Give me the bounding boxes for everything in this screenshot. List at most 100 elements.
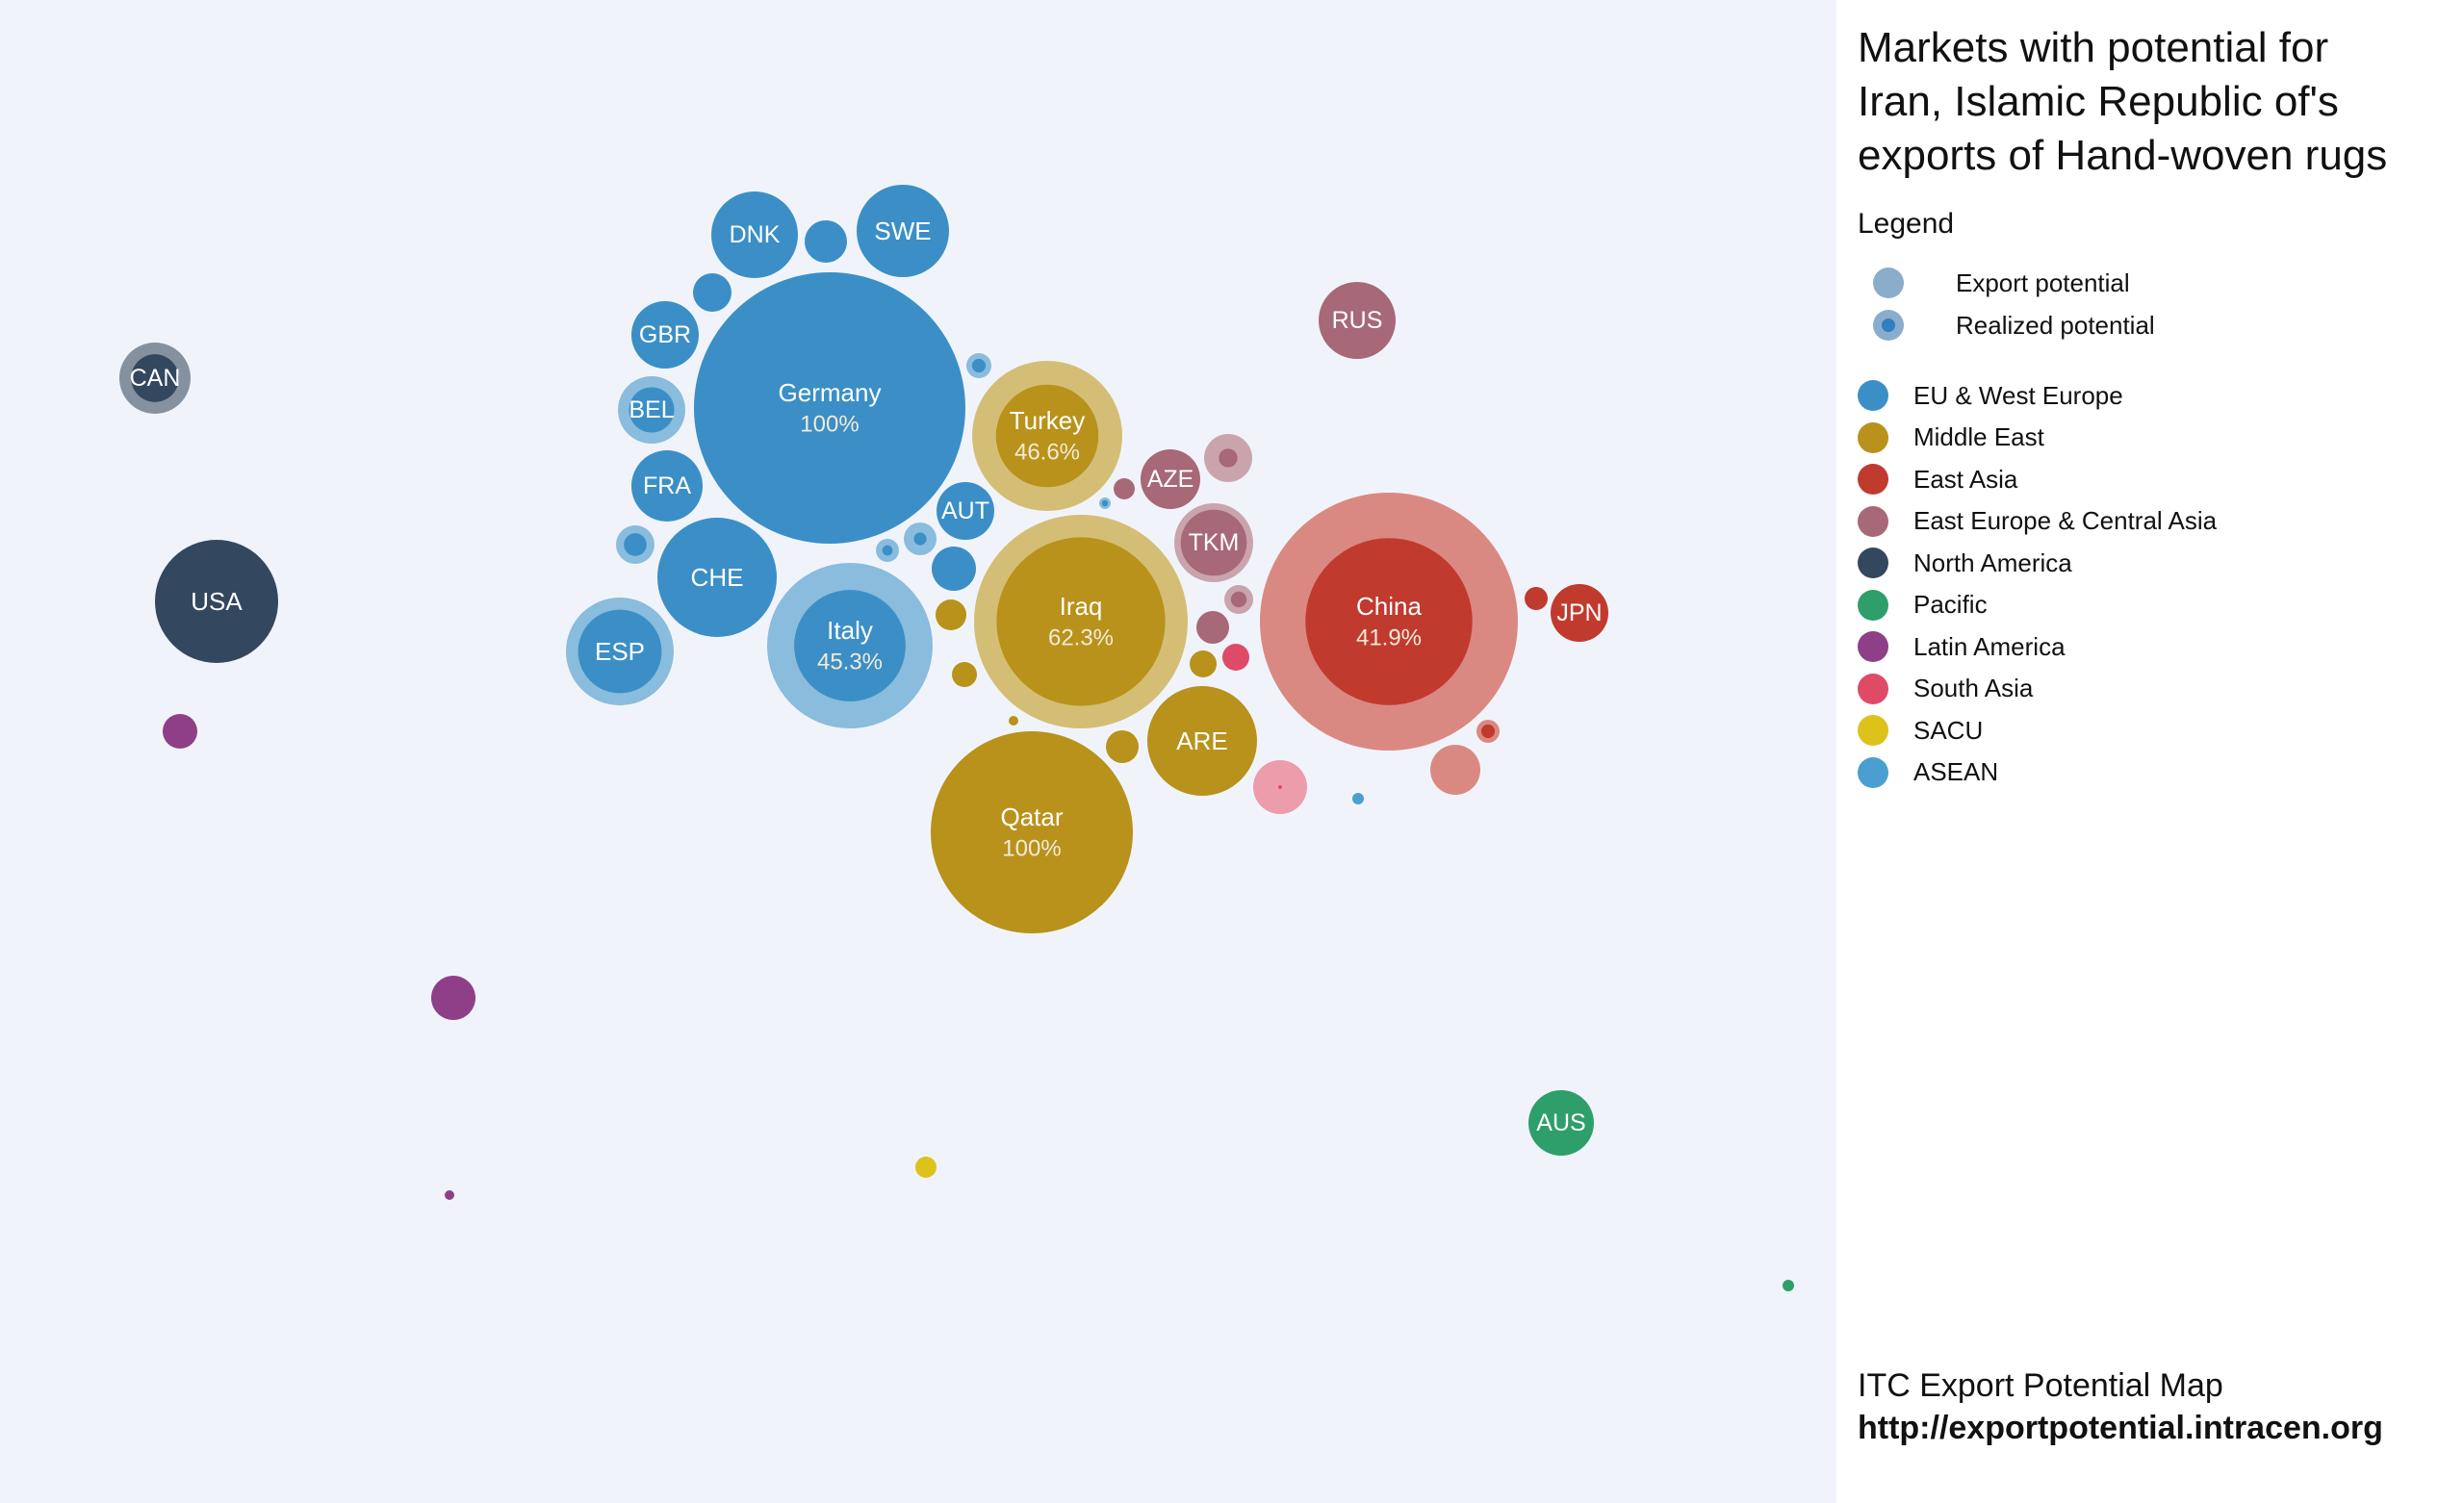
legend-item-east-asia: East Asia	[1858, 460, 2017, 498]
bubble-label-aus: AUS	[1536, 1109, 1585, 1136]
legend-item-realized-potential: Realized potential	[1858, 306, 2155, 344]
legend-sidebar: Markets with potential for Iran, Islamic…	[1836, 0, 2464, 1503]
bubble-market-9[interactable]	[936, 599, 966, 630]
legend-item-east-europe-central-asia: East Europe & Central Asia	[1858, 502, 2217, 541]
bubble-aze[interactable]	[1141, 449, 1200, 509]
bubble-label-china: China	[1356, 592, 1422, 621]
legend-label: South Asia	[1913, 674, 2034, 702]
bubble-germany[interactable]	[694, 272, 965, 544]
bubble-are[interactable]	[1147, 686, 1257, 796]
bubble-label-iraq: Iraq	[1060, 592, 1103, 621]
bubble-market-0[interactable]	[805, 220, 847, 263]
bubble-pct-qatar: 100%	[1002, 836, 1061, 862]
legend-item-north-america: North America	[1858, 544, 2072, 582]
bubble-market-21[interactable]	[1222, 644, 1249, 671]
bubble-market-15-realized[interactable]	[1219, 448, 1238, 468]
bubble-market-8[interactable]	[1352, 793, 1364, 804]
bubble-bel-realized[interactable]	[629, 387, 675, 433]
bubble-label-germany: Germany	[779, 378, 882, 407]
legend-label: Middle East	[1913, 422, 2044, 451]
legend-swatch	[1858, 464, 1888, 495]
legend-label: North America	[1913, 548, 2072, 577]
bubble-china-realized[interactable]	[1305, 538, 1473, 705]
legend-swatch-dot	[1882, 318, 1895, 332]
legend-swatch	[1858, 505, 1888, 537]
bubble-market-12[interactable]	[1106, 730, 1139, 763]
bubble-market-16-realized[interactable]	[1230, 591, 1247, 608]
bubble-aut[interactable]	[937, 482, 994, 540]
bubble-che[interactable]	[657, 518, 777, 637]
bubble-market-19-realized[interactable]	[1480, 724, 1496, 739]
bubble-market-1[interactable]	[693, 273, 732, 312]
legend-label: Export potential	[1956, 267, 2130, 297]
bubble-market-3-realized[interactable]	[624, 533, 647, 556]
bubble-jpn[interactable]	[1551, 584, 1608, 642]
bubble-label-rus: RUS	[1332, 307, 1383, 334]
bubble-can-realized[interactable]	[131, 354, 179, 402]
legend-label: East Europe & Central Asia	[1913, 506, 2218, 535]
legend-swatch	[1858, 715, 1888, 746]
legend-swatch	[1858, 756, 1888, 788]
bubble-usa[interactable]	[155, 540, 278, 663]
legend-item-latin-america: Latin America	[1858, 627, 2066, 666]
footer-url: http://exportpotential.intracen.org	[1858, 1410, 2383, 1446]
bubble-label-swe: SWE	[874, 217, 931, 245]
bubble-market-11[interactable]	[1009, 716, 1018, 726]
bubble-qatar[interactable]	[931, 731, 1133, 933]
title-line: Iran, Islamic Republic of's	[1858, 78, 2339, 125]
legend-item-eu-west-europe: EU & West Europe	[1858, 376, 2123, 415]
bubble-label-can: CAN	[130, 365, 181, 392]
bubble-market-25[interactable]	[445, 1190, 454, 1200]
bubble-aus[interactable]	[1528, 1090, 1594, 1156]
bubble-pct-china: 41.9%	[1356, 625, 1422, 651]
bubble-market-6[interactable]	[932, 547, 976, 591]
bubble-market-10[interactable]	[952, 662, 977, 687]
bubble-gbr[interactable]	[631, 301, 699, 369]
bubble-fra[interactable]	[631, 450, 703, 522]
bubble-label-are: ARE	[1176, 726, 1227, 755]
bubble-market-17[interactable]	[1196, 611, 1229, 644]
legend-swatch	[1858, 673, 1888, 704]
bubble-esp-realized[interactable]	[578, 609, 662, 694]
bubble-market-24[interactable]	[431, 976, 475, 1020]
legend-item-south-asia: South Asia	[1858, 670, 2033, 708]
legend-label: Pacific	[1913, 590, 1988, 619]
bubble-market-13[interactable]	[1190, 650, 1217, 677]
bubble-market-27[interactable]	[1783, 1280, 1794, 1291]
bubble-market-2-realized[interactable]	[971, 358, 987, 373]
bubble-market-5-realized[interactable]	[882, 545, 893, 556]
bubble-label-tkm: TKM	[1189, 529, 1240, 556]
legend-heading: Legend	[1858, 208, 1955, 240]
bubble-label-esp: ESP	[595, 637, 645, 666]
legend-item-export-potential: Export potential	[1858, 264, 2130, 302]
bubble-market-26[interactable]	[915, 1157, 937, 1178]
bubble-turkey-realized[interactable]	[995, 384, 1099, 488]
legend-swatch	[1858, 421, 1888, 453]
bubble-market-7-realized[interactable]	[1101, 499, 1109, 507]
legend-label: EU & West Europe	[1913, 380, 2123, 410]
bubble-iraq-realized[interactable]	[996, 537, 1166, 706]
footer: ITC Export Potential Map http://exportpo…	[1858, 1364, 2383, 1449]
bubble-market-22-realized[interactable]	[1278, 785, 1282, 789]
bubble-pct-italy: 45.3%	[817, 650, 883, 675]
bubble-swe[interactable]	[857, 185, 949, 277]
bubble-italy-realized[interactable]	[794, 590, 906, 701]
legend-label: ASEAN	[1913, 757, 1999, 786]
legend-item-asean: ASEAN	[1858, 753, 1998, 792]
bubble-market-23[interactable]	[163, 714, 197, 749]
bubble-chart-svg: Germany 100% Qatar 100% China 41.9% Iraq 62.3% I…	[119, 185, 1794, 1291]
bubble-market-18-potential[interactable]	[1430, 745, 1480, 795]
bubble-rus[interactable]	[1319, 282, 1396, 359]
bubble-market-4-realized[interactable]	[913, 532, 927, 546]
legend-item-middle-east: Middle East	[1858, 419, 2044, 457]
bubble-market-14[interactable]	[1114, 478, 1135, 499]
legend-swatch	[1858, 631, 1888, 662]
bubble-label-aut: AUT	[941, 497, 989, 524]
bubble-label-aze: AZE	[1147, 466, 1194, 493]
legend-label: Realized potential	[1956, 310, 2155, 340]
bubble-tkm-realized[interactable]	[1180, 509, 1247, 576]
bubble-market-20[interactable]	[1525, 587, 1548, 610]
legend-label: East Asia	[1913, 464, 2018, 494]
bubble-dnk[interactable]	[711, 191, 798, 278]
bubble-label-dnk: DNK	[730, 221, 781, 248]
